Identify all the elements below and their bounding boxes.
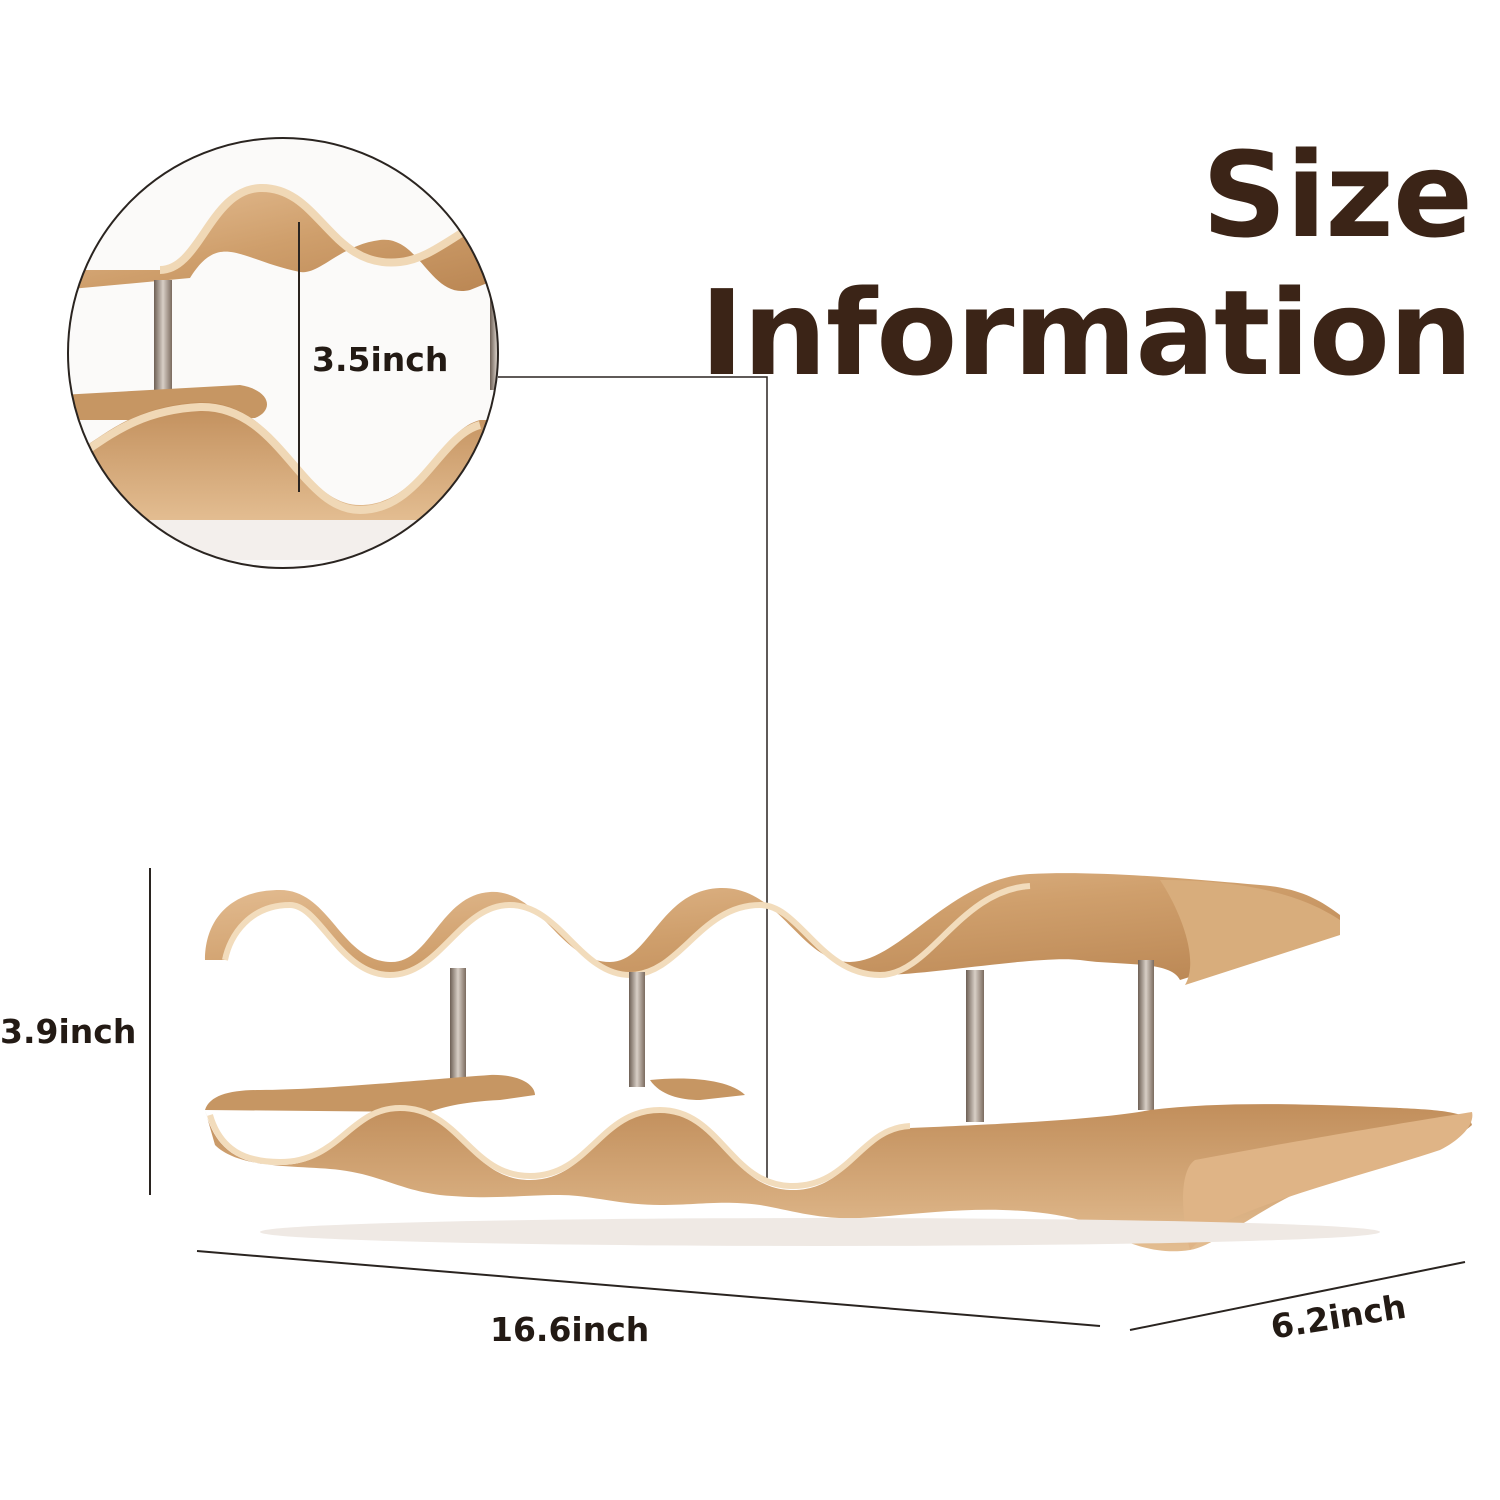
height-label: 3.9inch (0, 1012, 137, 1051)
title-line-2: Information (699, 264, 1473, 402)
title-line-1: Size (1201, 126, 1473, 264)
length-line (196, 1250, 1101, 1327)
leader-line (498, 376, 768, 1180)
slot-height-label: 3.5inch (312, 340, 449, 379)
wine-rack (205, 873, 1473, 1252)
zoom-detail (67, 137, 499, 569)
length-label: 16.6inch (490, 1310, 650, 1349)
depth-line (1129, 1261, 1466, 1331)
